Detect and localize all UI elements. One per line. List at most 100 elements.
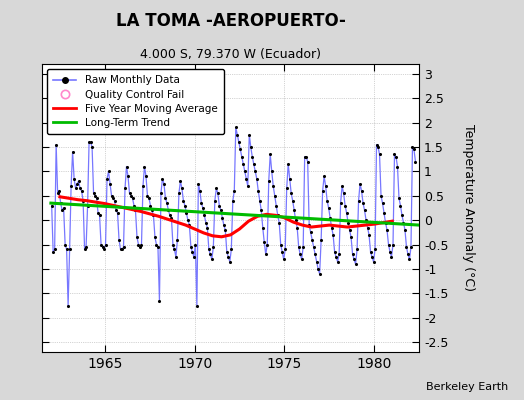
Point: [101, 242, 110, 248]
Point: [92, 195, 101, 202]
Point: [386, 249, 394, 255]
Point: [311, 251, 319, 258]
Point: [299, 244, 308, 250]
Point: [82, 244, 90, 250]
Point: [184, 217, 192, 224]
Point: [118, 246, 126, 253]
Point: [281, 246, 289, 253]
Point: [78, 188, 86, 194]
Point: [381, 220, 390, 226]
Point: [363, 224, 372, 231]
Point: [209, 244, 217, 250]
Point: [235, 139, 243, 145]
Point: [361, 207, 369, 214]
Point: [377, 192, 385, 199]
Point: [272, 202, 280, 209]
Point: [353, 246, 361, 253]
Point: [130, 202, 138, 209]
Point: [52, 141, 60, 148]
Point: [350, 256, 358, 262]
Point: [174, 190, 183, 196]
Point: [228, 198, 237, 204]
Point: [151, 234, 159, 240]
Legend: Raw Monthly Data, Quality Control Fail, Five Year Moving Average, Long-Term Tren: Raw Monthly Data, Quality Control Fail, …: [47, 69, 224, 134]
Point: [407, 244, 415, 250]
Point: [59, 205, 68, 211]
Point: [125, 190, 134, 196]
Point: [323, 198, 331, 204]
Point: [241, 168, 249, 174]
Point: [411, 158, 420, 165]
Point: [336, 200, 345, 206]
Point: [195, 188, 204, 194]
Point: [291, 217, 300, 224]
Point: [124, 173, 132, 180]
Point: [145, 195, 153, 202]
Point: [143, 192, 151, 199]
Point: [185, 222, 193, 228]
Point: [389, 242, 397, 248]
Point: [254, 188, 263, 194]
Point: [178, 185, 186, 192]
Point: [50, 246, 59, 253]
Point: [290, 207, 298, 214]
Point: [116, 246, 125, 253]
Point: [247, 144, 255, 150]
Point: [251, 168, 259, 174]
Point: [242, 176, 250, 182]
Point: [158, 176, 167, 182]
Point: [408, 144, 417, 150]
Point: [205, 246, 213, 253]
Point: [392, 154, 400, 160]
Point: [67, 183, 75, 189]
Point: [405, 256, 413, 262]
Point: [197, 200, 205, 206]
Point: [326, 214, 334, 221]
Point: [230, 188, 238, 194]
Point: [305, 222, 313, 228]
Point: [97, 242, 105, 248]
Point: [265, 178, 273, 184]
Point: [112, 207, 120, 214]
Point: [164, 207, 172, 214]
Point: [57, 200, 65, 206]
Point: [374, 144, 382, 150]
Point: [365, 232, 373, 238]
Point: [300, 154, 309, 160]
Point: [308, 236, 316, 243]
Point: [94, 210, 102, 216]
Point: [319, 188, 327, 194]
Point: [191, 242, 200, 248]
Point: [104, 168, 113, 174]
Point: [85, 139, 93, 145]
Point: [190, 254, 198, 260]
Point: [227, 246, 235, 253]
Point: [140, 163, 149, 170]
Point: [199, 205, 207, 211]
Point: [223, 249, 231, 255]
Point: [133, 234, 141, 240]
Point: [220, 222, 228, 228]
Point: [74, 178, 83, 184]
Point: [394, 163, 402, 170]
Point: [378, 200, 387, 206]
Point: [91, 192, 99, 199]
Point: [237, 154, 246, 160]
Point: [172, 254, 180, 260]
Point: [100, 246, 108, 253]
Point: [106, 180, 114, 187]
Point: [287, 190, 296, 196]
Point: [119, 244, 128, 250]
Point: [181, 202, 189, 209]
Point: [279, 256, 288, 262]
Point: [256, 198, 264, 204]
Point: [307, 229, 315, 236]
Point: [188, 249, 196, 255]
Point: [161, 195, 170, 202]
Point: [83, 202, 92, 209]
Text: Berkeley Earth: Berkeley Earth: [426, 382, 508, 392]
Point: [173, 236, 182, 243]
Point: [275, 220, 283, 226]
Point: [182, 210, 191, 216]
Point: [79, 198, 88, 204]
